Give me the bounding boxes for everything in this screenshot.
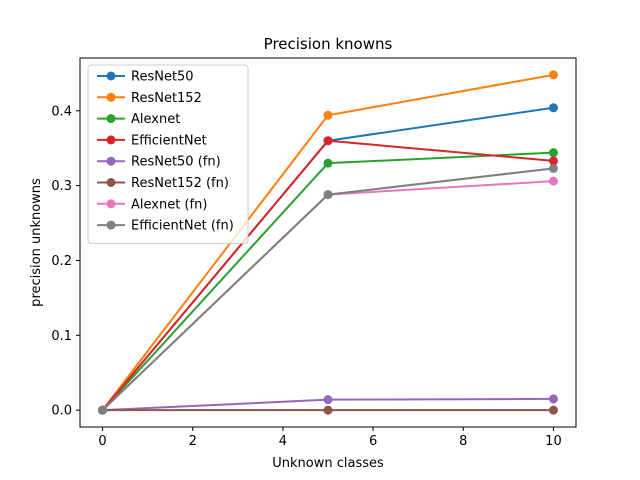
legend-label: ResNet50 xyxy=(131,70,194,85)
legend-label: ResNet152 (fn) xyxy=(131,176,229,191)
data-point xyxy=(323,405,333,415)
legend-marker xyxy=(106,178,116,187)
x-tick-label: 2 xyxy=(189,434,197,449)
y-tick-label: 0.0 xyxy=(51,404,72,419)
data-point xyxy=(98,405,108,415)
series-7 xyxy=(98,163,558,415)
legend-marker xyxy=(106,135,116,145)
legend-item: Alexnet xyxy=(97,112,180,127)
legend-item: ResNet50 (fn) xyxy=(97,155,221,170)
legend-marker xyxy=(106,156,116,166)
legend-item: ResNet152 xyxy=(97,91,202,106)
y-tick-label: 0.1 xyxy=(51,329,72,344)
legend-marker xyxy=(106,220,116,230)
data-point xyxy=(323,395,333,405)
x-axis: 0 2 4 6 8 10 xyxy=(98,427,562,449)
legend-label: EfficientNet xyxy=(131,133,207,148)
data-point xyxy=(548,70,558,80)
x-tick-label: 6 xyxy=(369,434,377,449)
legend-label: Alexnet xyxy=(131,112,180,127)
x-tick-label: 0 xyxy=(98,434,106,449)
x-tick-label: 10 xyxy=(545,434,562,449)
data-point xyxy=(548,103,558,113)
legend-marker xyxy=(106,71,116,81)
y-tick-label: 0.3 xyxy=(51,179,72,194)
data-point xyxy=(323,158,333,168)
legend-marker xyxy=(106,199,116,209)
legend: ResNet50 ResNet152 Alexnet EfficientNet ResN… xyxy=(87,64,249,244)
data-point xyxy=(548,394,558,404)
axes-frame xyxy=(79,57,577,428)
data-point xyxy=(323,190,333,200)
legend-item: ResNet50 xyxy=(97,70,194,85)
x-tick-label: 8 xyxy=(459,434,467,449)
data-point xyxy=(548,163,558,173)
legend-item: EfficientNet (fn) xyxy=(97,219,234,234)
legend-marker xyxy=(106,114,116,124)
legend-box xyxy=(87,64,249,244)
data-point xyxy=(548,148,558,158)
data-point xyxy=(323,136,333,146)
chart-title: Precision knowns xyxy=(264,35,393,53)
data-point xyxy=(548,156,558,166)
series-layer xyxy=(98,70,558,415)
x-axis-title: Unknown classes xyxy=(272,456,384,471)
legend-label: ResNet152 xyxy=(131,91,202,106)
legend-label: Alexnet (fn) xyxy=(131,197,207,212)
legend-item: ResNet152 (fn) xyxy=(97,176,229,191)
legend-marker xyxy=(106,92,116,102)
y-axis-title: precision unknowns xyxy=(29,178,44,307)
data-point xyxy=(548,176,558,186)
y-tick-label: 0.4 xyxy=(51,104,72,119)
legend-item: Alexnet (fn) xyxy=(97,197,207,212)
y-tick-label: 0.2 xyxy=(51,254,72,269)
legend-item: EfficientNet xyxy=(97,133,207,148)
y-axis: 0.0 0.1 0.2 0.3 0.4 xyxy=(51,104,80,419)
data-point xyxy=(323,110,333,120)
legend-label: EfficientNet (fn) xyxy=(131,219,234,234)
legend-label: ResNet50 (fn) xyxy=(131,155,221,170)
x-tick-label: 4 xyxy=(279,434,287,449)
data-point xyxy=(548,405,558,415)
